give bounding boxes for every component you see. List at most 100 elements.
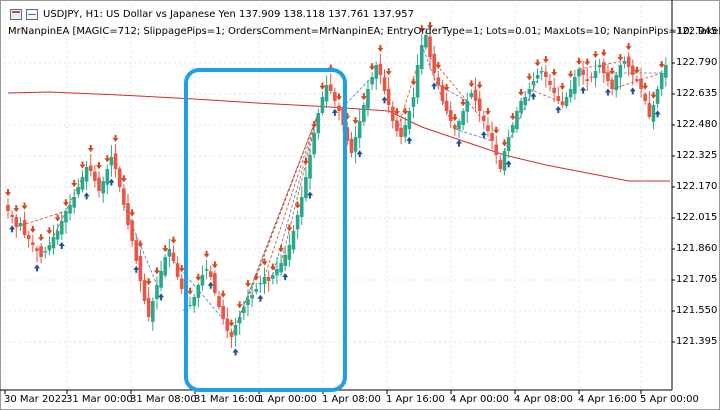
price-tick-label: 122.170 [676, 181, 718, 192]
sell-arrow [54, 214, 61, 222]
candle-bearish [26, 235, 31, 239]
candle-bearish [440, 85, 445, 101]
candle-bullish [353, 137, 358, 152]
candle-bearish [544, 71, 548, 77]
candle-bullish [64, 211, 68, 223]
candle-bullish [568, 89, 573, 98]
candle-bearish [560, 101, 565, 105]
buy-arrow [232, 348, 239, 356]
candle-bullish [597, 65, 602, 68]
candle-bearish [639, 78, 643, 89]
candle-bullish [502, 151, 507, 171]
sell-arrow [575, 57, 582, 65]
sell-arrow [162, 245, 169, 253]
candle-bullish [188, 305, 192, 306]
sell-arrow [104, 155, 111, 163]
sell-arrow [195, 273, 202, 281]
candle-bullish [258, 283, 263, 285]
candle-bullish [308, 155, 312, 179]
time-tick-label: 5 Apr 00:00 [640, 394, 699, 405]
buy-arrow [406, 136, 413, 144]
candle-bearish [138, 256, 143, 281]
buy-arrow [58, 241, 65, 249]
sell-arrow [327, 64, 334, 72]
candle-bullish [374, 65, 379, 79]
candle-bearish [647, 103, 652, 117]
candle-bullish [105, 169, 110, 185]
time-tick-label: 31 Mar 08:00 [130, 394, 197, 405]
candle-bullish [469, 93, 474, 98]
sell-arrow [137, 240, 144, 248]
candle-bearish [213, 273, 217, 293]
candle-bullish [577, 69, 581, 77]
buy-arrow [257, 294, 264, 302]
candle-bullish [254, 289, 259, 292]
sell-arrow [518, 88, 525, 96]
sell-arrow [96, 162, 103, 170]
candle-bearish [386, 88, 391, 105]
buy-arrow [480, 131, 487, 139]
sell-arrow [451, 114, 458, 122]
sell-arrow [38, 234, 45, 242]
sell-arrow [418, 25, 425, 33]
order-link-line [578, 60, 625, 70]
candle-bullish [457, 121, 461, 130]
sell-arrow [170, 236, 177, 244]
sell-arrow [203, 250, 210, 258]
sell-arrow [658, 61, 665, 69]
candle-bullish [275, 269, 279, 276]
sell-arrow [360, 93, 367, 101]
candle-bullish [59, 221, 64, 235]
candle-bullish [519, 101, 523, 113]
order-link-line [123, 204, 158, 286]
time-tick-label: 4 Apr 00:00 [450, 394, 509, 405]
candle-bullish [155, 285, 159, 300]
candle-bearish [134, 240, 139, 261]
sell-arrow [542, 56, 549, 64]
sell-arrow [617, 53, 624, 61]
sell-arrow [311, 121, 318, 129]
candle-bullish [151, 301, 155, 322]
candle-bearish [399, 127, 403, 137]
candle-bearish [266, 276, 271, 281]
candle-bearish [581, 69, 585, 75]
time-tick-label: 31 Mar 16:00 [194, 394, 261, 405]
candle-bearish [643, 93, 647, 101]
candle-bullish [312, 133, 316, 155]
candles [6, 30, 668, 348]
candle-bearish [610, 79, 614, 89]
trade-arrows [5, 22, 665, 356]
sell-arrow [377, 44, 384, 52]
candle-bullish [362, 105, 366, 122]
candle-bearish [328, 84, 333, 91]
candle-bullish [204, 269, 209, 271]
price-tick-label: 122.325 [676, 150, 718, 161]
sell-arrow [187, 287, 194, 295]
candle-bearish [477, 98, 482, 111]
candle-bullish [539, 71, 544, 73]
candle-bearish [175, 263, 180, 277]
candle-bullish [593, 71, 598, 79]
sell-arrow [319, 82, 326, 90]
buy-arrow [307, 191, 314, 199]
candle-bearish [556, 95, 561, 101]
price-tick-label: 122.480 [676, 119, 718, 130]
candle-bullish [465, 101, 470, 112]
sell-arrow [145, 278, 152, 286]
candle-bullish [304, 177, 308, 199]
candle-bullish [419, 45, 424, 70]
candle-bearish [444, 100, 449, 111]
candle-bearish [490, 133, 494, 141]
buy-arrow [629, 87, 636, 95]
sell-arrow [29, 225, 36, 233]
candle-bearish [88, 165, 93, 171]
candle-bullish [564, 97, 569, 107]
candle-bearish [606, 72, 610, 81]
time-tick-label: 1 Apr 16:00 [386, 394, 445, 405]
candle-bullish [43, 251, 48, 253]
candle-bullish [527, 89, 532, 94]
candle-bearish [635, 79, 639, 81]
candle-bullish [659, 73, 664, 90]
